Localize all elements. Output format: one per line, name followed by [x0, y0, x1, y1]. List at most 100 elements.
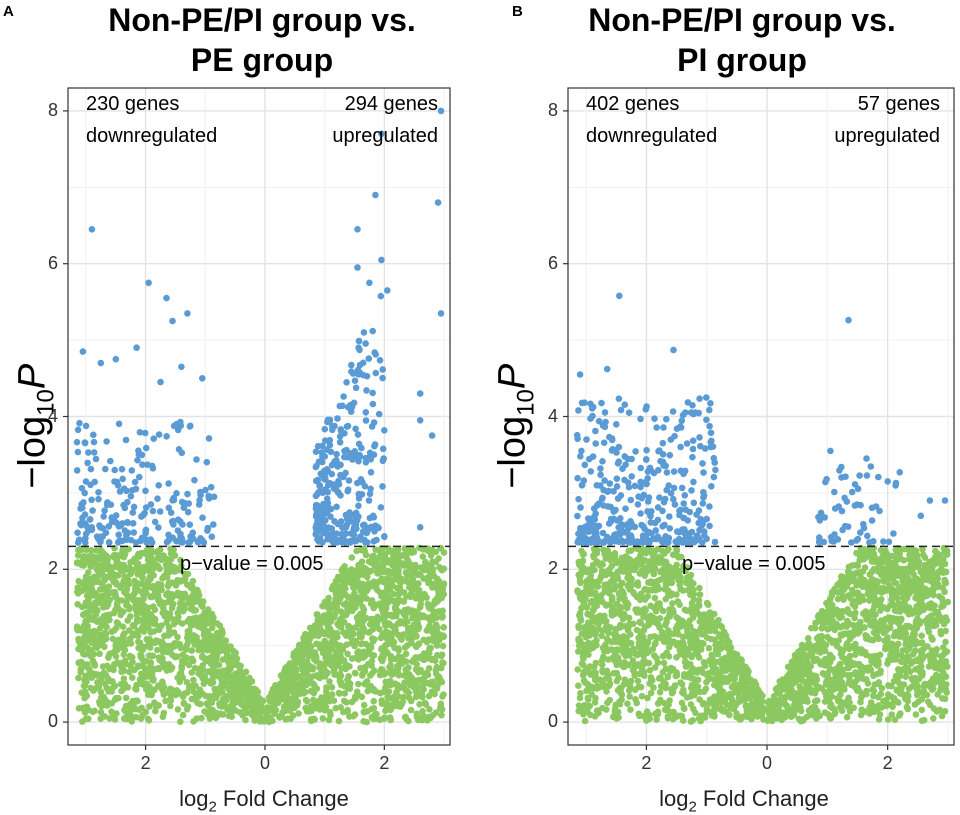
nonsignificant-point — [119, 550, 126, 557]
significant-up-point — [315, 477, 322, 484]
significant-up-point — [325, 482, 332, 489]
significant-up-point — [379, 483, 386, 490]
nonsignificant-point — [151, 628, 158, 635]
nonsignificant-point — [395, 575, 402, 582]
nonsignificant-point — [130, 597, 137, 604]
nonsignificant-point — [161, 691, 168, 698]
nonsignificant-point — [337, 704, 344, 711]
nonsignificant-point — [354, 649, 361, 656]
nonsignificant-point — [270, 692, 277, 699]
nonsignificant-point — [295, 659, 302, 666]
nonsignificant-point — [87, 651, 94, 658]
nonsignificant-point — [376, 626, 383, 633]
significant-up-point — [314, 518, 321, 525]
significant-up-point — [333, 504, 340, 511]
nonsignificant-point — [157, 601, 164, 608]
nonsignificant-point — [912, 666, 919, 673]
significant-down-point — [97, 524, 104, 531]
nonsignificant-point — [354, 614, 361, 621]
nonsignificant-point — [205, 702, 212, 709]
nonsignificant-point — [111, 574, 118, 581]
significant-down-point — [107, 458, 114, 465]
significant-up-point — [370, 401, 377, 408]
nonsignificant-point — [398, 636, 405, 643]
nonsignificant-point — [220, 656, 227, 663]
nonsignificant-point — [431, 691, 438, 698]
nonsignificant-point — [363, 719, 370, 726]
nonsignificant-point — [141, 682, 148, 689]
nonsignificant-point — [314, 685, 321, 692]
nonsignificant-point — [336, 674, 343, 681]
nonsignificant-point — [333, 605, 340, 612]
significant-down-point — [91, 479, 98, 486]
nonsignificant-point — [438, 701, 445, 708]
nonsignificant-point — [201, 708, 208, 715]
nonsignificant-point — [426, 647, 433, 654]
significant-up-point — [334, 415, 341, 422]
nonsignificant-point — [323, 688, 330, 695]
nonsignificant-point — [167, 696, 174, 703]
nonsignificant-point — [131, 590, 138, 597]
nonsignificant-point — [85, 672, 92, 679]
significant-down-point — [80, 499, 87, 506]
nonsignificant-point — [420, 612, 427, 619]
significant-up-point — [316, 538, 323, 545]
significant-up-point — [356, 491, 363, 498]
nonsignificant-point — [120, 632, 127, 639]
nonsignificant-point — [166, 569, 173, 576]
significant-down-point — [129, 467, 136, 474]
nonsignificant-point — [389, 582, 396, 589]
nonsignificant-point — [112, 606, 119, 613]
nonsignificant-point — [323, 645, 330, 652]
nonsignificant-point — [422, 656, 429, 663]
significant-down-point — [83, 423, 90, 430]
significant-down-point — [208, 484, 215, 491]
nonsignificant-point — [161, 642, 168, 649]
significant-down-point — [87, 526, 94, 533]
nonsignificant-point — [83, 716, 90, 723]
significant-outlier-point — [163, 295, 170, 302]
nonsignificant-point — [327, 603, 334, 610]
nonsignificant-point — [113, 580, 120, 587]
nonsignificant-point — [224, 706, 231, 713]
nonsignificant-point — [686, 617, 693, 624]
nonsignificant-point — [434, 638, 441, 645]
nonsignificant-point — [141, 588, 148, 595]
nonsignificant-point — [317, 706, 324, 713]
nonsignificant-point — [189, 604, 196, 611]
nonsignificant-point — [577, 592, 584, 599]
significant-up-point — [324, 467, 331, 474]
nonsignificant-point — [165, 591, 172, 598]
nonsignificant-point — [184, 642, 191, 649]
significant-up-point — [313, 529, 320, 536]
nonsignificant-point — [369, 618, 376, 625]
nonsignificant-point — [146, 652, 153, 659]
nonsignificant-point — [363, 552, 370, 559]
nonsignificant-point — [327, 654, 334, 661]
significant-up-point — [322, 453, 329, 460]
significant-down-point — [144, 461, 151, 468]
nonsignificant-point — [336, 690, 343, 697]
significant-up-point — [346, 477, 353, 484]
nonsignificant-point — [919, 718, 926, 725]
nonsignificant-point — [432, 598, 439, 605]
nonsignificant-point — [121, 577, 128, 584]
nonsignificant-point — [884, 660, 891, 667]
nonsignificant-point — [76, 660, 83, 667]
significant-up-point — [343, 379, 350, 386]
nonsignificant-point — [409, 615, 416, 622]
nonsignificant-point — [96, 699, 103, 706]
significant-down-point — [196, 501, 203, 508]
significant-down-point — [119, 476, 126, 483]
y-axis-label-var: P — [12, 364, 54, 389]
significant-down-point — [139, 452, 146, 459]
upregulated-label: upregulated — [332, 120, 438, 152]
nonsignificant-point — [645, 579, 652, 586]
nonsignificant-point — [98, 709, 105, 716]
nonsignificant-point — [343, 699, 350, 706]
nonsignificant-point — [426, 567, 433, 574]
nonsignificant-point — [237, 668, 244, 675]
nonsignificant-point — [330, 583, 337, 590]
nonsignificant-point — [283, 716, 290, 723]
significant-up-point — [336, 481, 343, 488]
